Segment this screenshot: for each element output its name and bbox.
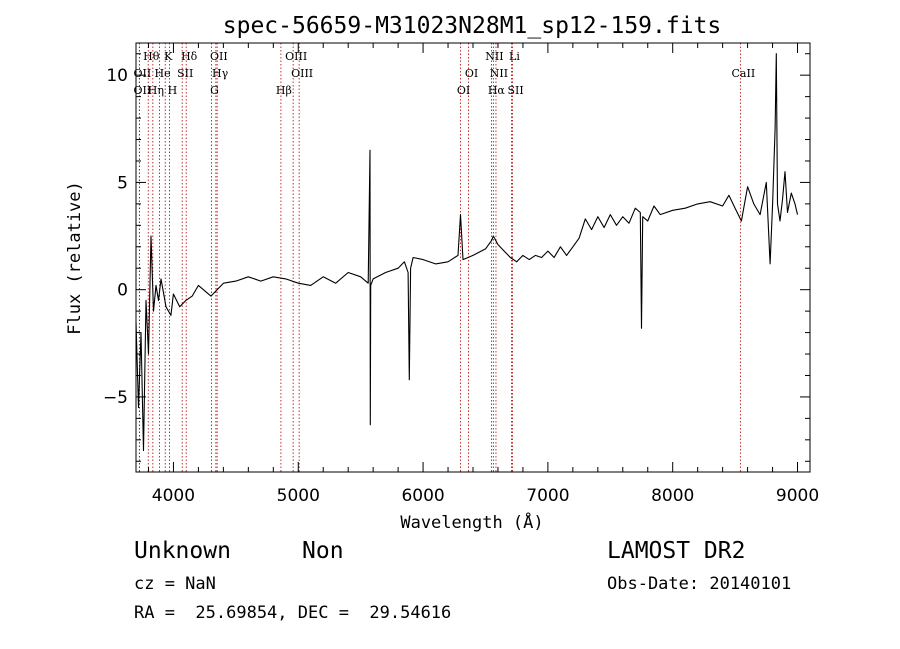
- spectral-line-label: CaII: [732, 67, 756, 80]
- spectral-line-label: Hδ: [181, 50, 198, 63]
- spectral-line-label: Hγ: [212, 67, 229, 80]
- spectral-line-label: OIII: [285, 50, 307, 63]
- x-tick-label: 5000: [277, 486, 320, 506]
- y-axis-label: Flux (relative): [65, 181, 85, 335]
- x-tick-label: 8000: [651, 486, 694, 506]
- x-tick-label: 7000: [526, 486, 569, 506]
- chart-title: spec-56659-M31023N28M1_sp12-159.fits: [223, 13, 722, 39]
- spectral-line-label: Hθ: [143, 50, 160, 63]
- plot-frame: [135, 42, 811, 473]
- spectral-line-label: NII: [485, 50, 503, 63]
- x-axis-label: Wavelength (Å): [400, 511, 543, 533]
- spectral-line-label: SII: [507, 84, 523, 97]
- spectral-line-label: G: [210, 84, 219, 97]
- spectral-line-label: OI: [457, 84, 470, 97]
- spectral-line-label: OII: [210, 50, 228, 63]
- y-tick-label: 10: [106, 66, 128, 86]
- x-tick-label: 9000: [776, 486, 819, 506]
- spectral-line-label: OIII: [291, 67, 313, 80]
- spectrum-series-line: [135, 53, 799, 452]
- spectral-line-label: NII: [490, 67, 508, 80]
- survey-name: LAMOST DR2: [607, 538, 746, 564]
- redshift: cz = NaN: [134, 574, 216, 594]
- spectral-line-label: Li: [509, 50, 520, 63]
- spectral-line-label: SII: [177, 67, 193, 80]
- spectral-line-label: Hβ: [276, 84, 292, 97]
- x-tick-label: 4000: [152, 486, 195, 506]
- y-tick-label: 0: [117, 281, 128, 301]
- spectral-line-label: OI: [465, 67, 478, 80]
- spectral-line-label: K: [164, 50, 173, 63]
- object-class: Unknown: [134, 538, 231, 564]
- spectral-line-label: OII: [134, 67, 152, 80]
- spectral-line-label: Hη: [148, 84, 164, 97]
- obs-date: Obs-Date: 20140101: [607, 574, 792, 594]
- object-subclass: Non: [302, 538, 344, 564]
- spectral-line-label: He: [155, 67, 171, 80]
- spectral-line-label: H: [168, 84, 178, 97]
- x-tick-label: 6000: [401, 486, 444, 506]
- y-tick-label: 5: [117, 173, 128, 193]
- spectral-line-label: OII: [134, 84, 152, 97]
- spectral-line-label: Hα: [488, 84, 506, 97]
- y-tick-label: −5: [103, 388, 128, 408]
- coordinates: RA = 25.69854, DEC = 29.54616: [134, 603, 452, 623]
